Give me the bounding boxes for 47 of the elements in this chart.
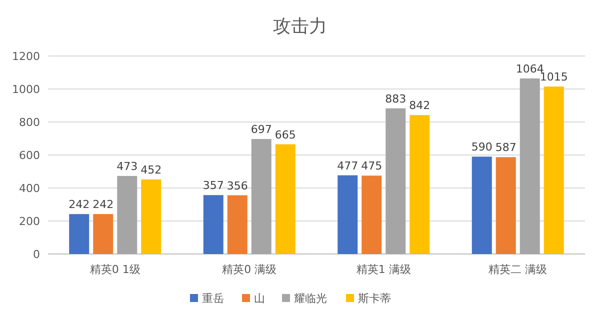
data-label: 356 [226, 179, 248, 192]
bar [544, 86, 564, 254]
x-tick-label: 精英二 满级 [488, 263, 548, 276]
bar [203, 195, 224, 254]
y-tick-label: 0 [33, 248, 40, 261]
legend-label: 斯卡蒂 [358, 292, 391, 305]
x-tick-label: 精英0 满级 [222, 263, 277, 276]
y-tick-label: 800 [19, 116, 40, 129]
data-label: 665 [274, 128, 296, 142]
data-label: 475 [361, 160, 382, 173]
data-label: 590 [471, 140, 492, 154]
bar [472, 156, 492, 254]
data-label: 587 [495, 141, 516, 154]
data-label: 242 [68, 198, 90, 212]
data-label: 1015 [540, 70, 568, 84]
bar [338, 175, 358, 254]
bar [69, 214, 90, 254]
data-label: 473 [116, 160, 138, 173]
y-tick-label: 1200 [12, 50, 40, 63]
bar [386, 108, 406, 254]
bar [275, 144, 296, 254]
data-label: 477 [337, 159, 358, 172]
bar [117, 176, 138, 254]
bar [520, 78, 540, 254]
y-tick-label: 200 [19, 215, 40, 228]
bar [496, 157, 516, 254]
legend-label: 山 [254, 292, 265, 305]
y-tick-label: 600 [19, 149, 40, 162]
data-label: 452 [140, 163, 162, 176]
x-tick-label: 精英1 满级 [356, 263, 411, 276]
data-label: 357 [202, 179, 224, 192]
x-tick-label: 精英0 1级 [90, 263, 140, 276]
chart-title: 攻击力 [273, 16, 327, 37]
legend-label: 耀临光 [294, 292, 327, 305]
bar [141, 179, 162, 254]
y-tick-label: 400 [19, 182, 40, 195]
data-label: 697 [250, 122, 272, 136]
data-label: 242 [92, 198, 114, 212]
data-label: 883 [385, 92, 406, 106]
bar [410, 115, 430, 254]
bar [362, 176, 382, 254]
legend-label: 重岳 [202, 292, 224, 305]
y-tick-label: 1000 [12, 83, 40, 96]
bar [227, 195, 248, 254]
bar [251, 138, 272, 254]
bar [93, 214, 114, 254]
data-label: 842 [409, 99, 430, 112]
